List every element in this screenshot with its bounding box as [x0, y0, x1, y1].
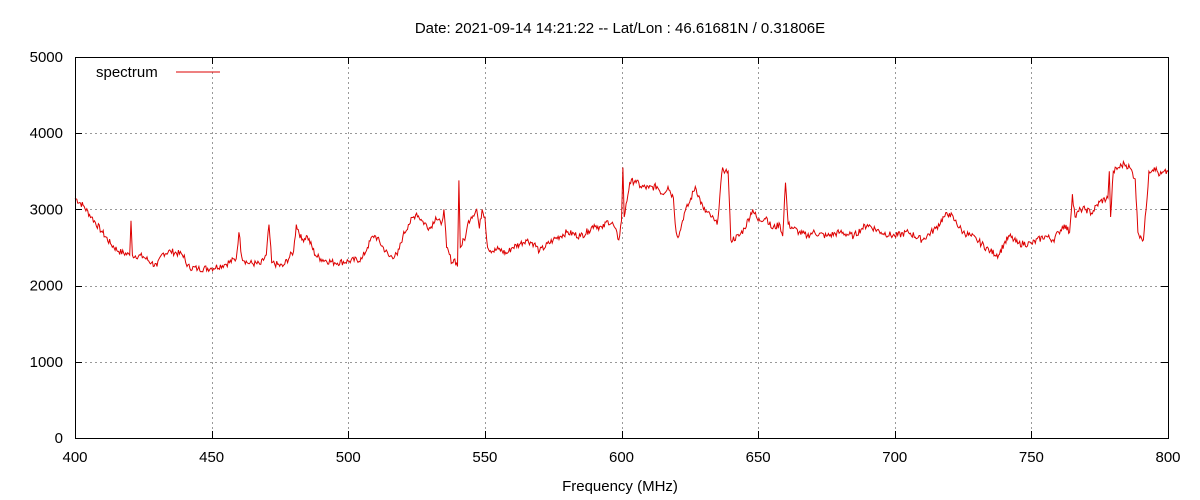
x-tick-label: 400 [62, 449, 87, 466]
series-layer [74, 159, 1169, 273]
y-tick-label: 4000 [30, 125, 63, 142]
y-tick-label: 5000 [30, 49, 63, 66]
x-axis-label: Frequency (MHz) [562, 478, 678, 495]
x-tick-label: 550 [472, 449, 497, 466]
series-line-spectrum [74, 159, 1169, 273]
y-tick-label: 2000 [30, 278, 63, 295]
y-axis: 0 1000 2000 3000 4000 5000 [30, 49, 1168, 447]
legend: spectrum [96, 64, 220, 81]
x-tick-label: 750 [1019, 449, 1044, 466]
y-tick-label: 1000 [30, 354, 63, 371]
x-tick-label: 500 [336, 449, 361, 466]
y-tick-label: 0 [55, 430, 63, 447]
y-tick-label: 3000 [30, 201, 63, 218]
x-tick-label: 800 [1155, 449, 1180, 466]
chart-title: Date: 2021-09-14 14:21:22 -- Lat/Lon : 4… [415, 20, 825, 37]
x-tick-label: 700 [882, 449, 907, 466]
legend-label: spectrum [96, 64, 158, 81]
x-tick-label: 600 [609, 449, 634, 466]
x-tick-label: 650 [746, 449, 771, 466]
x-axis: 400 450 500 550 600 650 700 750 800 [62, 57, 1181, 466]
grid-lines [75, 57, 1168, 438]
x-tick-label: 450 [199, 449, 224, 466]
